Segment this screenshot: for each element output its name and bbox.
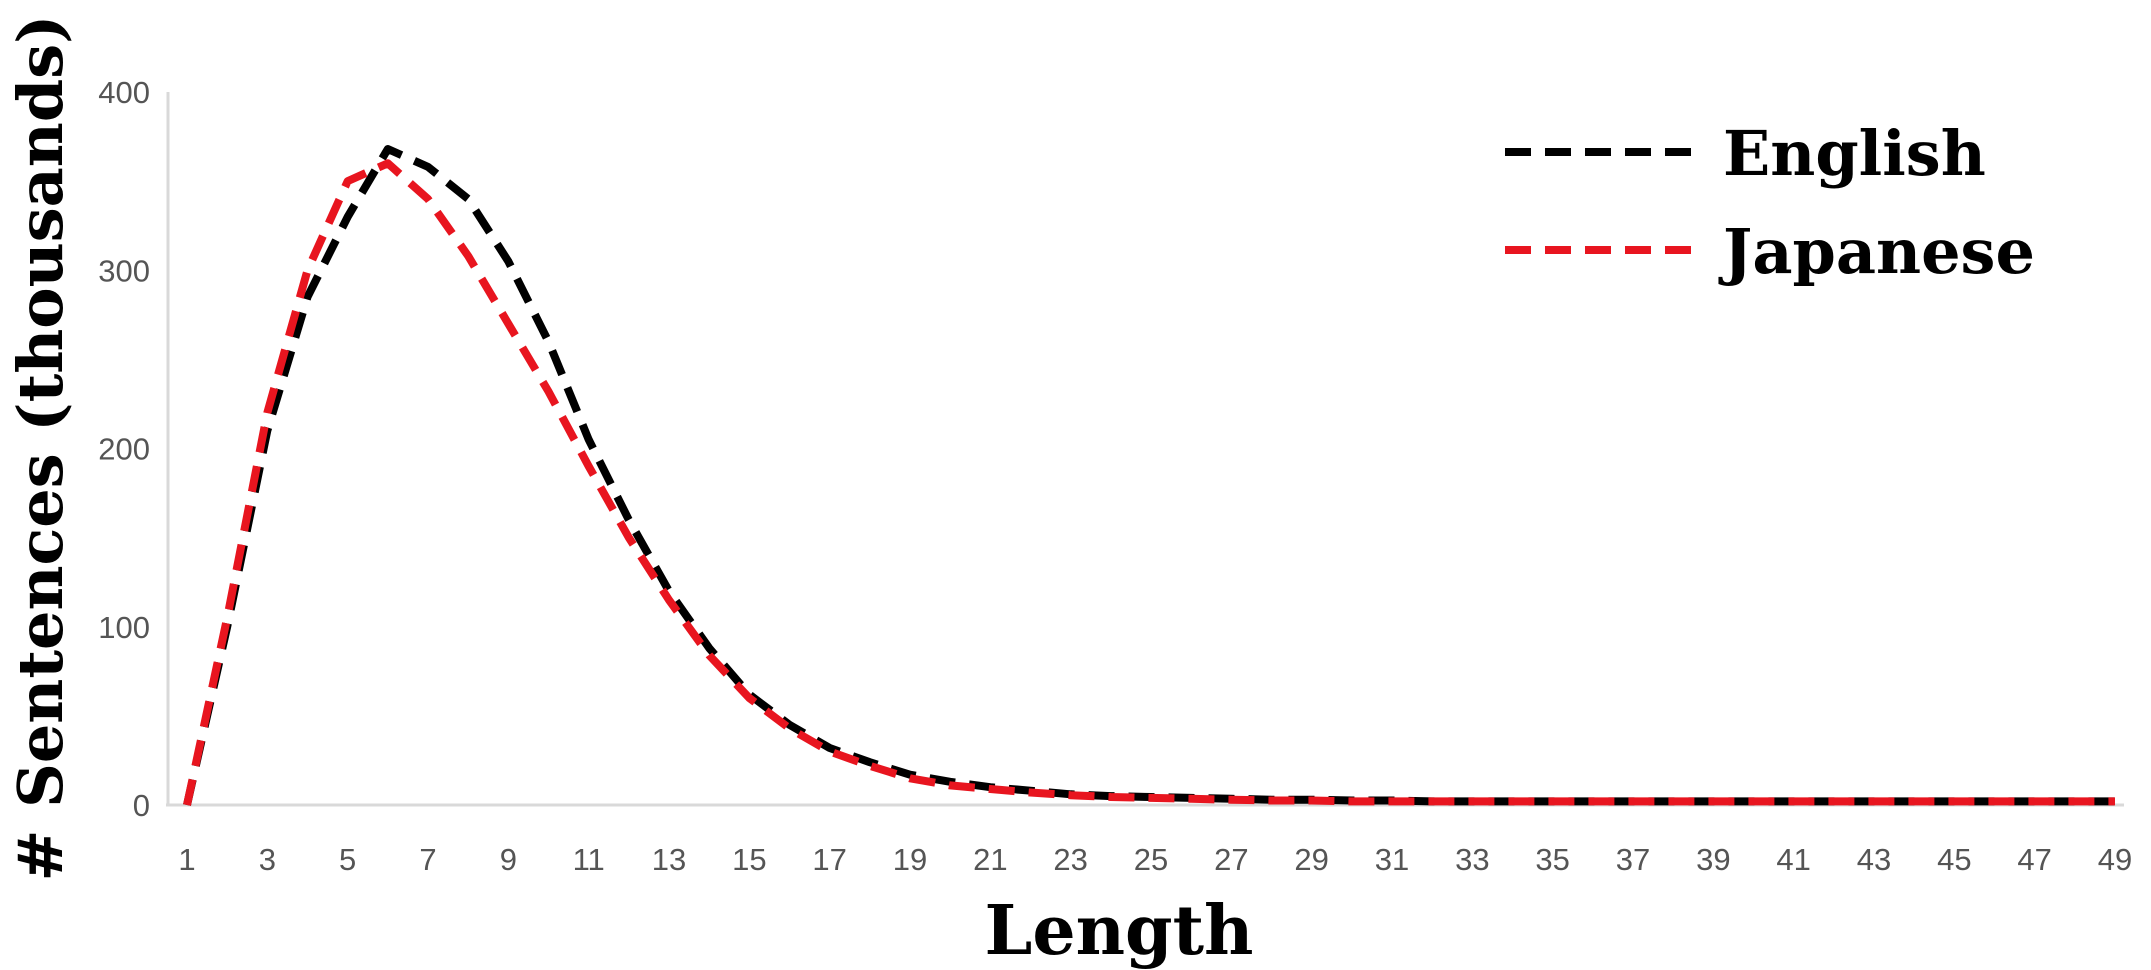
axes: [166, 92, 2124, 807]
x-tick-label: 23: [1053, 842, 1087, 877]
series-lines: [183, 145, 2115, 806]
x-tick-label: 43: [1857, 842, 1891, 877]
x-tick-label: 37: [1616, 842, 1650, 877]
x-tick-label: 45: [1937, 842, 1971, 877]
x-axis-title: Length: [985, 891, 1254, 970]
y-tick-labels: 0 100 200 300 400: [98, 75, 150, 823]
x-tick-label: 21: [973, 842, 1007, 877]
x-tick-label: 27: [1214, 842, 1248, 877]
x-tick-label: 9: [500, 842, 517, 877]
x-tick-label: 49: [2098, 842, 2132, 877]
y-tick-label: 300: [98, 253, 150, 288]
x-tick-label: 1: [178, 842, 195, 877]
x-tick-label: 13: [652, 842, 686, 877]
x-tick-label: 33: [1455, 842, 1489, 877]
y-axis-title: # Sentences (thousands): [4, 15, 77, 882]
x-tick-label: 35: [1535, 842, 1569, 877]
x-tick-label: 31: [1375, 842, 1409, 877]
x-tick-label: 5: [339, 842, 356, 877]
x-tick-label: 25: [1134, 842, 1168, 877]
y-tick-label: 200: [98, 432, 150, 467]
x-tick-label: 41: [1776, 842, 1810, 877]
x-tick-label: 3: [259, 842, 276, 877]
x-tick-label: 29: [1294, 842, 1328, 877]
y-tick-label: 0: [133, 788, 150, 823]
x-tick-label: 15: [732, 842, 766, 877]
series-line-japanese: [183, 159, 2115, 806]
x-tick-label: 17: [812, 842, 846, 877]
legend: English Japanese: [1505, 117, 2035, 288]
x-tick-label: 11: [573, 842, 605, 877]
y-tick-label: 400: [98, 75, 150, 110]
x-tick-label: 19: [893, 842, 927, 877]
x-tick-label: 47: [2017, 842, 2051, 877]
x-tick-label: 39: [1696, 842, 1730, 877]
y-tick-label: 100: [98, 610, 150, 645]
legend-label-japanese: Japanese: [1718, 215, 2035, 288]
x-tick-label: 7: [419, 842, 436, 877]
legend-label-english: English: [1723, 117, 1986, 190]
x-tick-labels: 1 3 5 7 9 11 13 15 17 19 21 23 25 27 29 31 33 35 37 39 41 43 4…: [178, 842, 2132, 877]
